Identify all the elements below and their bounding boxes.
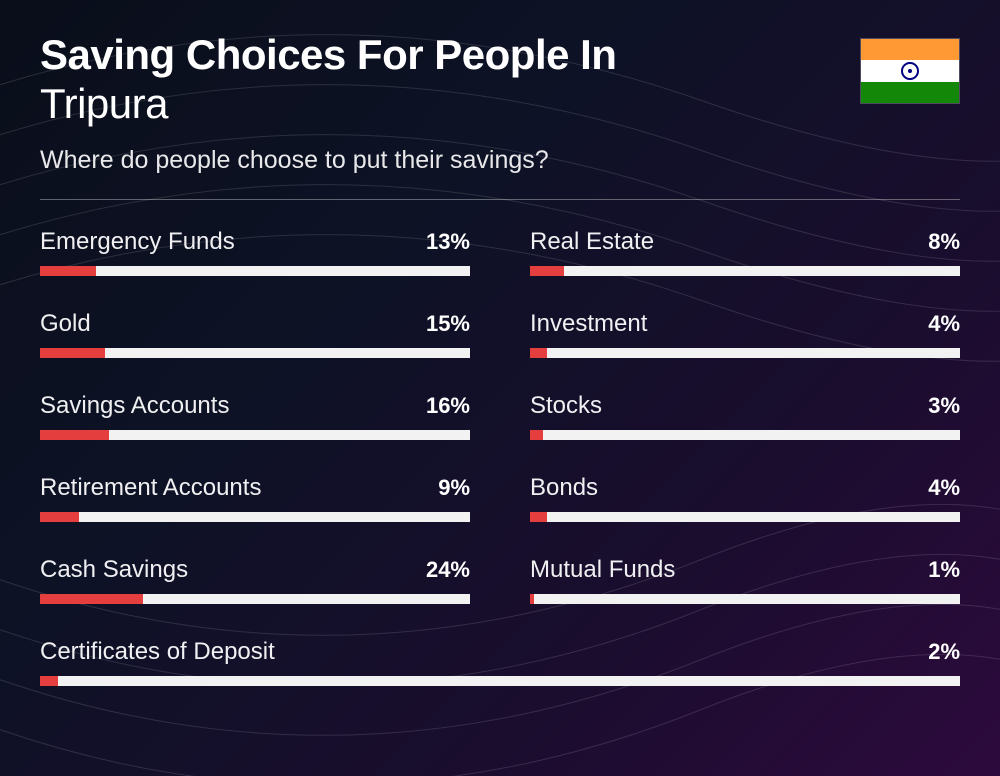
bar-item-header: Emergency Funds 13%	[40, 228, 470, 256]
bar-fill	[530, 594, 534, 604]
bar-item-header: Savings Accounts 16%	[40, 392, 470, 420]
bar-label: Real Estate	[530, 228, 654, 256]
flag-white	[861, 60, 959, 81]
bar-item: Mutual Funds 1%	[530, 556, 960, 604]
bar-value: 8%	[928, 229, 960, 255]
bar-value: 16%	[426, 393, 470, 419]
bar-track	[530, 430, 960, 440]
bar-item: Savings Accounts 16%	[40, 392, 470, 440]
bar-item-header: Gold 15%	[40, 310, 470, 338]
bar-track	[530, 512, 960, 522]
bar-fill	[40, 512, 79, 522]
bar-fill	[40, 676, 58, 686]
bar-label: Investment	[530, 310, 647, 338]
bar-label: Retirement Accounts	[40, 474, 261, 502]
bar-label: Gold	[40, 310, 91, 338]
bar-track	[40, 266, 470, 276]
bar-track	[40, 594, 470, 604]
bar-label: Emergency Funds	[40, 228, 235, 256]
bar-value: 13%	[426, 229, 470, 255]
bars-grid: Emergency Funds 13% Real Estate 8% Gold 15% In…	[40, 228, 960, 686]
subtitle: Where do people choose to put their savi…	[40, 146, 860, 175]
bar-fill	[40, 348, 105, 358]
bar-value: 15%	[426, 311, 470, 337]
bar-fill	[40, 594, 143, 604]
bar-track	[40, 430, 470, 440]
bar-item: Investment 4%	[530, 310, 960, 358]
bar-label: Bonds	[530, 474, 598, 502]
bar-track	[530, 266, 960, 276]
bar-track	[530, 594, 960, 604]
bar-label: Cash Savings	[40, 556, 188, 584]
bar-fill	[530, 348, 547, 358]
bar-item-header: Mutual Funds 1%	[530, 556, 960, 584]
bar-value: 4%	[928, 475, 960, 501]
bar-item: Gold 15%	[40, 310, 470, 358]
bar-label: Stocks	[530, 392, 602, 420]
bar-item-header: Investment 4%	[530, 310, 960, 338]
bar-value: 2%	[928, 639, 960, 665]
bar-fill	[40, 430, 109, 440]
bar-track	[530, 348, 960, 358]
bar-value: 1%	[928, 557, 960, 583]
bar-track	[40, 512, 470, 522]
flag-saffron	[861, 39, 959, 60]
ashoka-chakra-icon	[901, 62, 919, 80]
bar-label: Mutual Funds	[530, 556, 675, 584]
header: Saving Choices For People In Tripura Whe…	[40, 32, 960, 175]
india-flag-icon	[860, 38, 960, 104]
bar-item: Cash Savings 24%	[40, 556, 470, 604]
bar-item: Retirement Accounts 9%	[40, 474, 470, 522]
bar-item-header: Real Estate 8%	[530, 228, 960, 256]
bar-item-header: Stocks 3%	[530, 392, 960, 420]
bar-value: 3%	[928, 393, 960, 419]
divider	[40, 199, 960, 200]
bar-fill	[40, 266, 96, 276]
bar-track	[40, 676, 960, 686]
bar-item-header: Retirement Accounts 9%	[40, 474, 470, 502]
title-line2: Tripura	[40, 80, 860, 128]
title-line1: Saving Choices For People In	[40, 32, 860, 78]
bar-value: 24%	[426, 557, 470, 583]
bar-fill	[530, 512, 547, 522]
flag-green	[861, 82, 959, 103]
bar-value: 4%	[928, 311, 960, 337]
bar-value: 9%	[438, 475, 470, 501]
bar-label: Certificates of Deposit	[40, 638, 275, 666]
bar-fill	[530, 430, 543, 440]
bar-item-header: Cash Savings 24%	[40, 556, 470, 584]
bar-item: Bonds 4%	[530, 474, 960, 522]
bar-item: Real Estate 8%	[530, 228, 960, 276]
bar-item: Emergency Funds 13%	[40, 228, 470, 276]
bar-track	[40, 348, 470, 358]
bar-item-header: Certificates of Deposit 2%	[40, 638, 960, 666]
bar-label: Savings Accounts	[40, 392, 229, 420]
bar-item: Certificates of Deposit 2%	[40, 638, 960, 686]
bar-fill	[530, 266, 564, 276]
bar-item-header: Bonds 4%	[530, 474, 960, 502]
bar-item: Stocks 3%	[530, 392, 960, 440]
